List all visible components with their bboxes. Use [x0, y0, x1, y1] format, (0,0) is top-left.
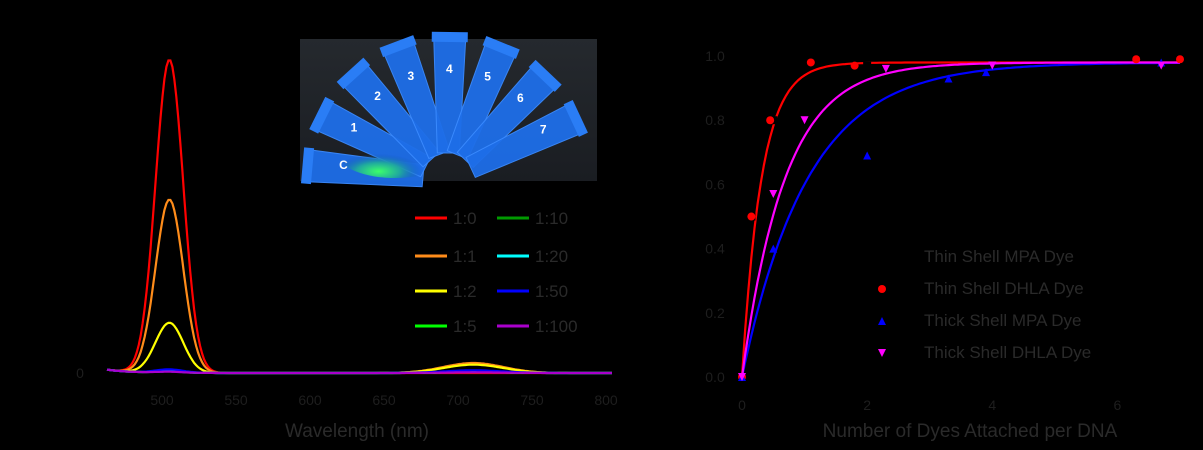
point-thick-shell-dhla-dye: [881, 64, 890, 73]
point-thin-shell-dhla-dye: [850, 61, 859, 70]
legend-label: Thin Shell MPA Dye: [924, 247, 1074, 266]
right-y-tick-labels: 0.0 0.2 0.4 0.6 0.8 1.0: [705, 48, 725, 385]
right-y-tick: 0.2: [705, 305, 725, 321]
vial-label: C: [339, 158, 348, 172]
legend-label: Thick Shell DHLA Dye: [924, 343, 1091, 362]
point-thin-shell-dhla-dye: [1132, 55, 1141, 64]
left-x-tick-labels: 500 550 600 650 700 750 800: [150, 392, 618, 408]
point-thick-shell-dhla-dye: [1157, 61, 1166, 70]
right-y-tick: 0.0: [705, 369, 725, 385]
legend-label: 1:5: [453, 317, 477, 336]
right-x-tick: 6: [1114, 397, 1122, 413]
point-thick-shell-dhla-dye: [988, 61, 997, 70]
fit-thick-shell-mpa-dye: [740, 61, 1180, 378]
right-x-tick: 2: [863, 397, 871, 413]
vial-7: 7: [465, 99, 588, 179]
legend-item-1-5: 1:5: [415, 317, 477, 336]
point-thin-shell-mpa-dye: [863, 61, 872, 70]
point-thick-shell-dhla-dye: [769, 190, 778, 199]
legend-label: Thick Shell MPA Dye: [924, 311, 1081, 330]
legend-item-1-20: 1:20: [497, 247, 568, 266]
point-thick-shell-dhla-dye: [738, 373, 746, 381]
right-legend-item: Thin Shell MPA Dye: [878, 247, 1074, 266]
right-legend-item: Thick Shell MPA Dye: [878, 311, 1081, 330]
left-y-tick: 0: [76, 365, 84, 381]
point-thick-shell-dhla-dye: [800, 116, 809, 125]
right-quenching-panel: 0 2 4 6 0.0 0.2 0.4 0.6 0.8 1.0 Number of Dyes A…: [705, 48, 1184, 442]
point-thin-shell-dhla-dye: [747, 212, 756, 221]
left-x-tick: 500: [150, 392, 174, 408]
legend-label: 1:2: [453, 282, 477, 301]
legend-marker: [878, 285, 886, 293]
emission-curves: [106, 59, 612, 375]
vial-label: 6: [517, 91, 524, 105]
point-thin-shell-dhla-dye: [1176, 55, 1184, 64]
vial-label: 3: [408, 69, 415, 83]
legend-label: Thin Shell DHLA Dye: [924, 279, 1084, 298]
right-x-axis-label: Number of Dyes Attached per DNA: [823, 421, 1118, 442]
point-thick-shell-mpa-dye: [982, 68, 991, 77]
legend-item-1-1: 1:1: [415, 247, 477, 266]
left-y-tick-labels: 0: [76, 365, 84, 381]
right-x-tick: 0: [738, 397, 746, 413]
legend-marker: [878, 349, 886, 357]
right-y-tick: 0.6: [705, 176, 725, 192]
fit-curves: [740, 61, 1180, 378]
legend-item-1-0: 1:0: [415, 209, 477, 228]
legend-item-1-50: 1:50: [497, 282, 568, 301]
inset-vial-photo: C 1 2 3 4 5 6 7: [300, 31, 597, 188]
vial-label: 2: [374, 89, 381, 103]
legend-label: 1:1: [453, 247, 477, 266]
legend-item-1-10: 1:10: [497, 209, 568, 228]
left-x-tick: 650: [372, 392, 396, 408]
right-legend-item: Thin Shell DHLA Dye: [878, 279, 1084, 298]
data-points: [738, 55, 1184, 381]
vial-label: 1: [351, 120, 358, 134]
left-x-tick: 750: [520, 392, 544, 408]
vial-label: 7: [540, 123, 547, 137]
right-y-tick: 1.0: [705, 48, 725, 64]
point-thin-shell-dhla-dye: [806, 58, 815, 67]
fit-thick-shell-dhla-dye: [740, 61, 1180, 378]
point-thick-shell-mpa-dye: [944, 74, 953, 83]
legend-label: 1:0: [453, 209, 477, 228]
left-x-tick: 600: [298, 392, 322, 408]
legend-label: 1:10: [535, 209, 568, 228]
point-thick-shell-mpa-dye: [863, 151, 872, 160]
legend-label: 1:20: [535, 247, 568, 266]
left-x-axis-label: Wavelength (nm): [285, 421, 429, 442]
right-legend: Thin Shell MPA Dye Thin Shell DHLA Dye Thi…: [878, 247, 1091, 362]
point-thin-shell-dhla-dye: [766, 116, 775, 125]
left-x-tick: 700: [446, 392, 470, 408]
vial-label: 5: [484, 70, 491, 84]
right-y-tick: 0.8: [705, 112, 725, 128]
right-x-tick-labels: 0 2 4 6: [738, 397, 1121, 413]
right-y-tick: 0.4: [705, 241, 725, 257]
right-x-tick: 4: [988, 397, 996, 413]
left-x-tick: 550: [224, 392, 248, 408]
point-thick-shell-mpa-dye: [769, 244, 778, 253]
legend-item-1-100: 1:100: [497, 317, 578, 336]
left-spectrum-panel: 500 550 600 650 700 750 800 0 Wavelength (nm) …: [76, 31, 618, 442]
legend-marker: [878, 253, 886, 261]
legend-item-1-2: 1:2: [415, 282, 477, 301]
vial-label: 4: [446, 62, 453, 76]
curve-1-100: [106, 368, 612, 375]
right-legend-item: Thick Shell DHLA Dye: [878, 343, 1091, 362]
legend-marker: [878, 317, 886, 325]
left-x-tick: 800: [594, 392, 618, 408]
legend-label: 1:100: [535, 317, 578, 336]
left-legend: 1:0 1:1 1:2 1:5 1:10 1:20 1:50 1:100: [415, 209, 578, 336]
legend-label: 1:50: [535, 282, 568, 301]
